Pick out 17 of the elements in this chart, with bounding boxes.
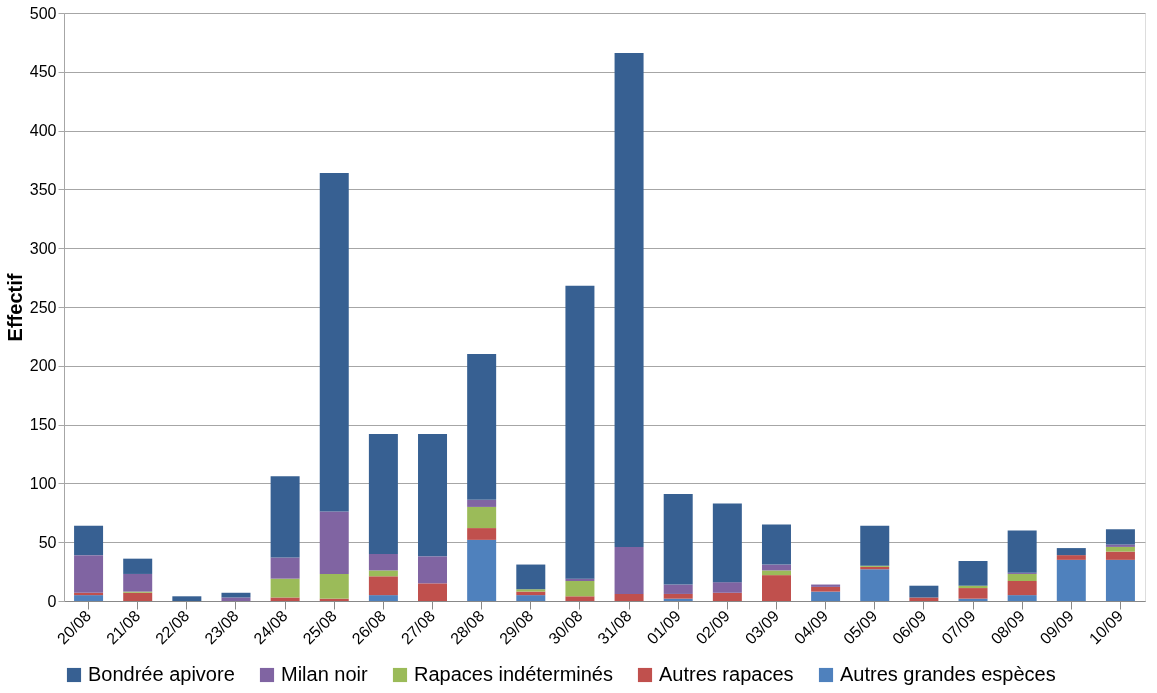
y-tick-label: 250 (29, 298, 57, 316)
y-tick-label: 150 (29, 416, 57, 434)
y-tick-label: 50 (38, 533, 57, 551)
y-tick-label: 200 (29, 357, 57, 375)
legend-label: Bondrée apivore (88, 663, 235, 685)
y-tick-label: 350 (29, 180, 57, 198)
legend-label: Autres rapaces (659, 663, 794, 685)
y-tick-label: 300 (29, 239, 57, 257)
y-axis-title: Effectif (3, 273, 26, 342)
legend-label: Milan noir (281, 663, 369, 685)
y-tick-label: 0 (47, 592, 57, 610)
legend-label: Rapaces indéterminés (414, 663, 613, 685)
legend-label: Autres grandes espèces (840, 663, 1056, 685)
y-tick-label: 450 (29, 63, 57, 81)
y-tick-label: 500 (29, 4, 57, 22)
y-tick-label: 100 (29, 474, 57, 492)
y-tick-label: 400 (29, 122, 57, 140)
